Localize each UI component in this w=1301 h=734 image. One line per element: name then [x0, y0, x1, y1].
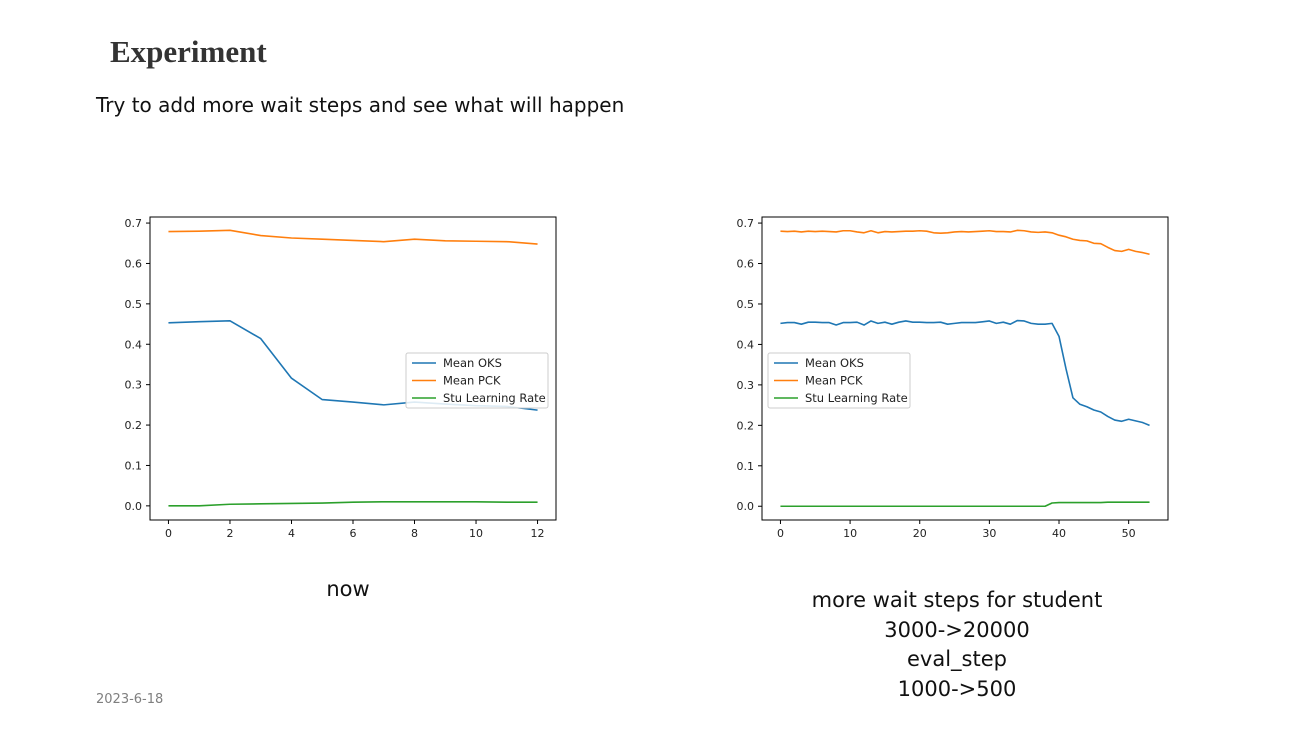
x-tick-label: 10: [843, 527, 857, 540]
caption-line: 3000->20000: [884, 617, 1030, 642]
y-tick-label: 0.3: [125, 379, 143, 392]
x-tick-label: 30: [982, 527, 996, 540]
x-tick-label: 40: [1052, 527, 1066, 540]
y-tick-label: 0.0: [125, 500, 143, 513]
x-tick-label: 8: [411, 527, 418, 540]
legend: Mean OKS Mean PCK Stu Learning Rate: [767, 352, 911, 409]
x-tick-label: 12: [531, 527, 545, 540]
page-subtitle: Try to add more wait steps and see what …: [96, 93, 625, 117]
series-line-stu-learning-rate: [168, 501, 538, 507]
y-tick-label: 0.5: [737, 298, 755, 311]
legend-label-mean-oks: Mean OKS: [805, 356, 864, 370]
y-tick-label: 0.7: [125, 217, 143, 230]
page-title: Experiment: [110, 34, 267, 69]
series-line-mean-oks: [780, 319, 1150, 427]
legend-label-mean-pck: Mean PCK: [805, 374, 863, 388]
y-tick-label: 0.3: [737, 379, 755, 392]
series-line-stu-learning-rate: [780, 501, 1150, 508]
y-tick-label: 0.1: [737, 460, 755, 473]
legend: Mean OKS Mean PCK Stu Learning Rate: [405, 352, 549, 409]
y-tick-label: 0.6: [125, 257, 143, 270]
y-tick-label: 0.4: [737, 338, 755, 351]
x-tick-label: 50: [1122, 527, 1136, 540]
y-tick-label: 0.4: [125, 338, 143, 351]
caption-line: eval_step: [907, 647, 1007, 671]
y-tick-label: 0.7: [737, 217, 755, 230]
series-line-mean-pck: [168, 229, 538, 245]
x-tick-label: 0: [165, 527, 172, 540]
legend-label-stu-learning-rate: Stu Learning Rate: [443, 391, 546, 405]
chart-right: 0 10 20 30 40 50 0.0 0.1 0.2 0.3 0.4 0.5 0.6 0.7 Mean …: [737, 216, 1169, 540]
y-tick-label: 0.2: [125, 419, 143, 432]
axes-frame: [761, 216, 1169, 521]
x-tick-label: 20: [913, 527, 927, 540]
x-tick-label: 4: [288, 527, 295, 540]
footer-date: 2023-6-18: [96, 692, 164, 707]
legend-label-mean-oks: Mean OKS: [443, 356, 502, 370]
y-tick-label: 0.6: [737, 258, 755, 271]
x-tick-label: 0: [777, 527, 784, 540]
y-tick-label: 0.1: [125, 459, 143, 472]
caption-now: now: [326, 577, 370, 601]
y-tick-label: 0.0: [737, 500, 755, 513]
y-tick-label: 0.2: [737, 419, 755, 432]
legend-label-mean-pck: Mean PCK: [443, 374, 501, 388]
x-tick-label: 6: [350, 527, 357, 540]
caption-line: more wait steps for student: [811, 588, 1103, 612]
legend-box: [767, 352, 911, 409]
legend-box: [405, 352, 549, 409]
y-tick-label: 0.5: [125, 298, 143, 311]
legend-label-stu-learning-rate: Stu Learning Rate: [805, 391, 908, 405]
chart-left: 0 2 4 6 8 10 12 0.0 0.1 0.2 0.3 0.4 0.5 0.6 0.7 Mean OK…: [125, 216, 557, 540]
series-line-mean-pck: [780, 229, 1150, 255]
x-tick-label: 10: [469, 527, 483, 540]
x-tick-label: 2: [226, 527, 233, 540]
caption-more-wait-steps: more wait steps for student 3000->20000 …: [757, 586, 1157, 704]
caption-line: 1000->500: [897, 676, 1017, 701]
